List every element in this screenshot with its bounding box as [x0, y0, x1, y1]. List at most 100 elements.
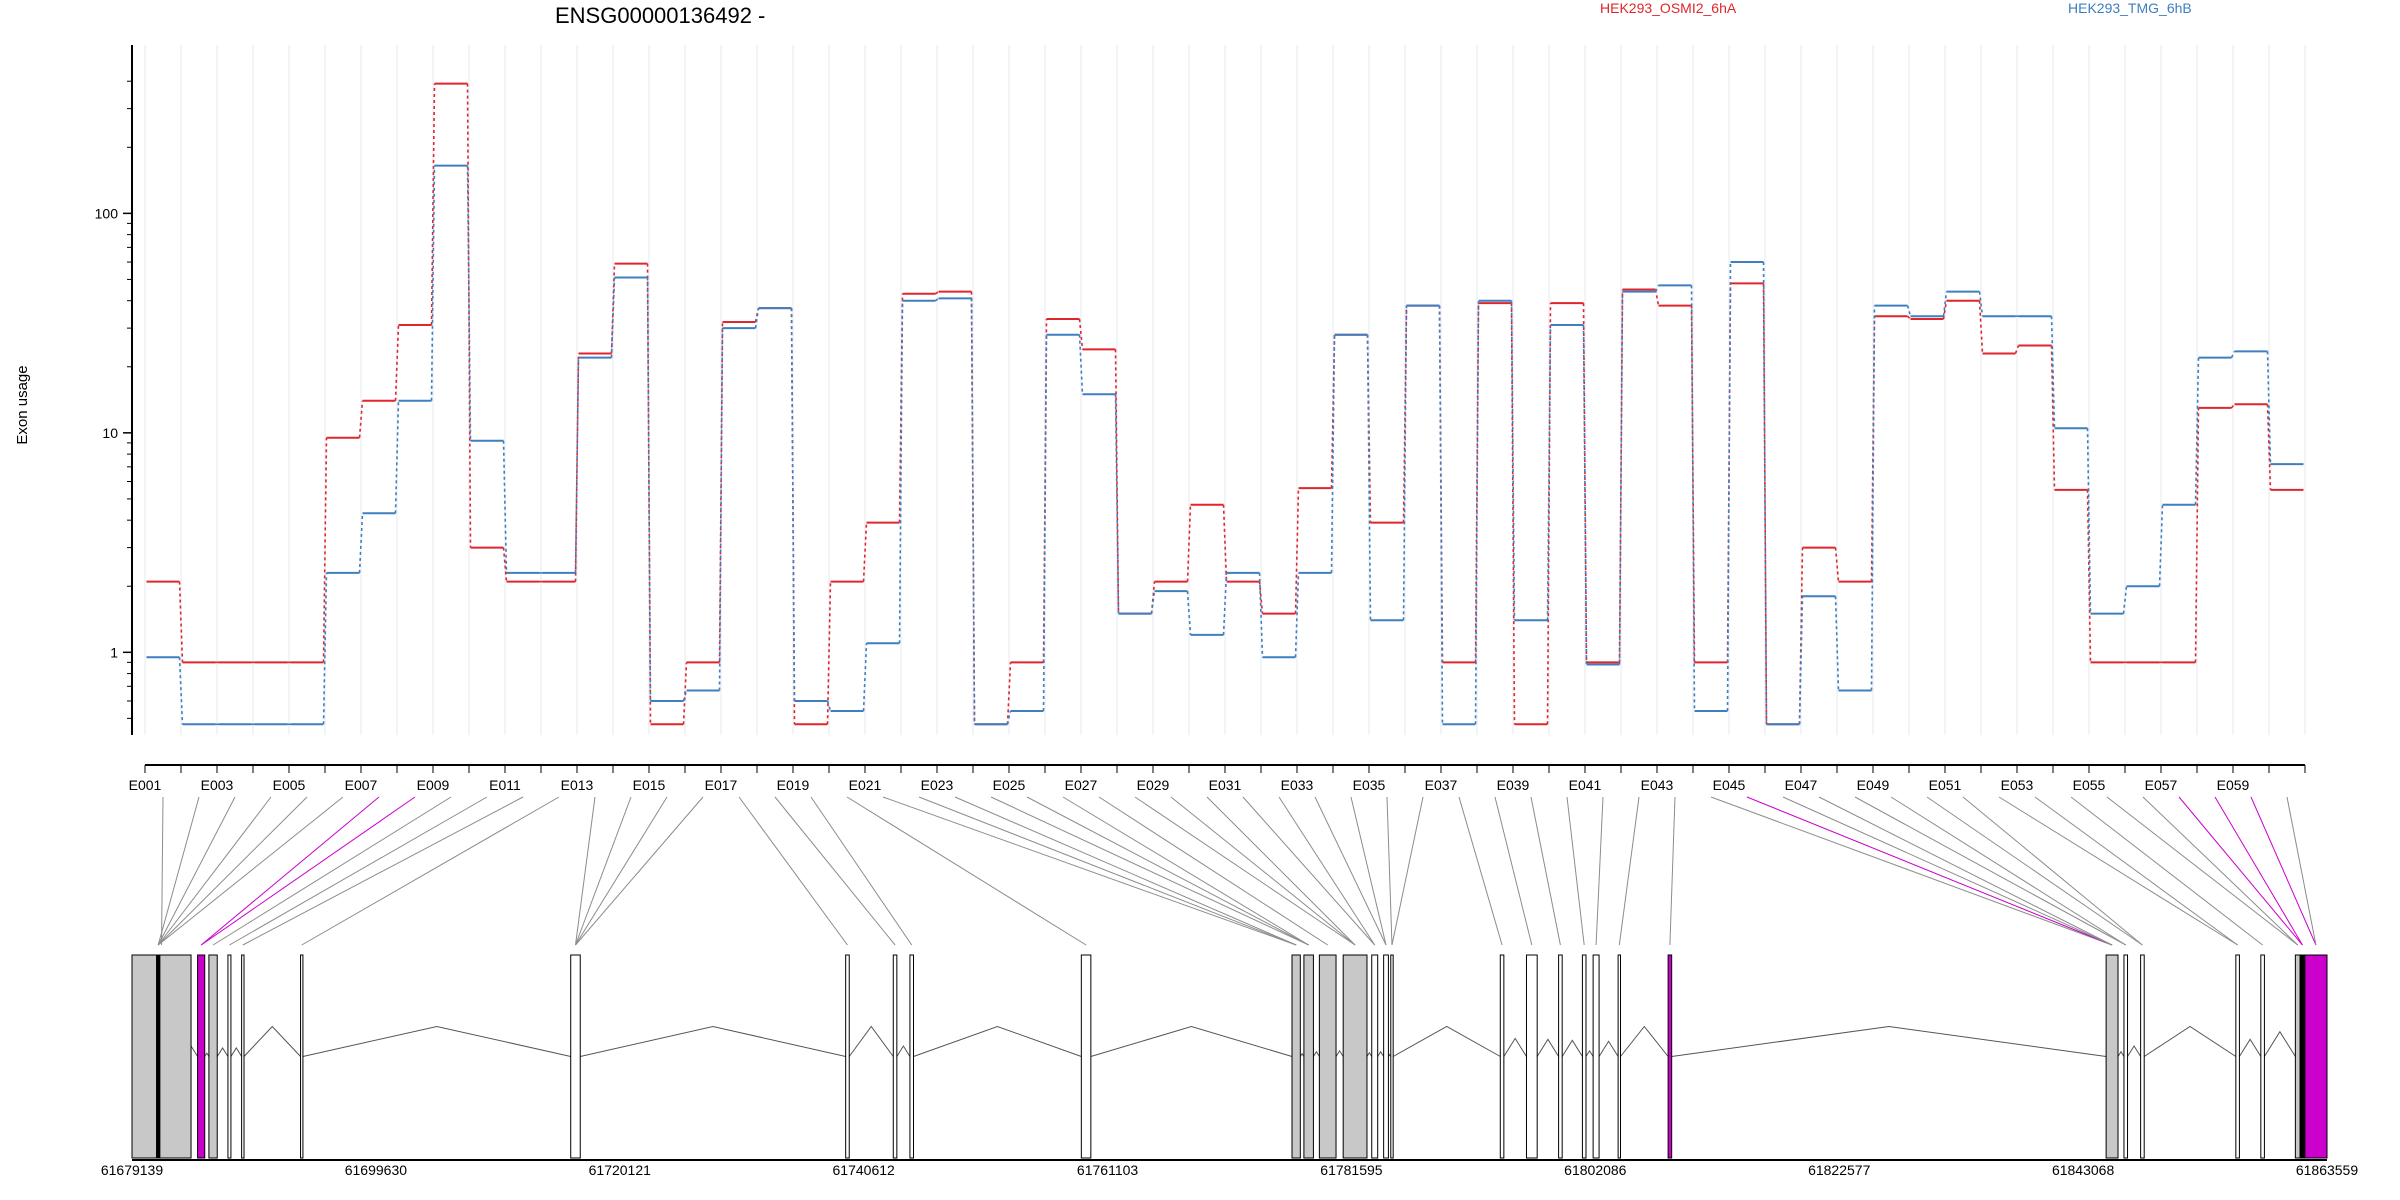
transition-segment: [322, 572, 328, 725]
intron-line: [580, 1025, 846, 1057]
exon-axis: E001 E003 E005 E007 E009 E011 E013 E015 E017 E019…: [129, 764, 2306, 793]
intron-line: [1598, 1040, 1619, 1057]
exon-label: E013: [561, 777, 594, 793]
exon-connector: [1710, 796, 2113, 946]
transition-segment: [1186, 591, 1192, 635]
intron-line: [1299, 1052, 1305, 1057]
exon-connector: [738, 796, 848, 946]
exon-connector: [575, 796, 668, 946]
transition-segment: [1258, 572, 1264, 658]
transition-segment: [394, 324, 400, 401]
transition-segment: [1042, 334, 1048, 712]
transition-segment: [430, 83, 436, 326]
transition-segment: [1330, 334, 1336, 573]
exon-block: [2260, 954, 2265, 1159]
intron-line: [1671, 1025, 2107, 1057]
intron-line: [1392, 1025, 1501, 1057]
exon-connector: [1998, 796, 2238, 946]
transition-segment: [862, 522, 868, 582]
exon-label: E029: [1137, 777, 1170, 793]
transition-segment: [1294, 572, 1300, 658]
exon-block: [1371, 954, 1379, 1159]
exon-connector: [1314, 796, 1387, 946]
transition-segment: [2086, 489, 2092, 663]
intron-line: [896, 1045, 911, 1057]
exon-label: E021: [849, 777, 882, 793]
exon-block: [197, 954, 206, 1159]
transition-segment: [1006, 662, 1012, 725]
exon-label: E027: [1065, 777, 1098, 793]
transition-segment: [466, 165, 472, 441]
transition-segment: [2230, 351, 2236, 359]
transition-segment: [1222, 572, 1228, 635]
series-0: [146, 82, 2304, 726]
genomic-coordinate-label: 61699630: [345, 1162, 408, 1178]
transition-segment: [1726, 262, 1732, 712]
exon-block: [2304, 954, 2328, 1159]
exon-label: E037: [1425, 777, 1458, 793]
transition-segment: [322, 437, 328, 663]
transition-segment: [1510, 300, 1516, 621]
legend-entry-series-b: HEK293_TMG_6hB: [2068, 0, 2192, 16]
exon-connector: [1530, 796, 1561, 946]
transition-segment: [466, 83, 472, 548]
exon-block: [570, 954, 581, 1159]
exon-connector: [846, 796, 1087, 946]
exon-label: E003: [201, 777, 234, 793]
exon-connector: [1818, 796, 2113, 946]
exon-block: [1617, 954, 1621, 1159]
transition-segment: [2014, 345, 2020, 354]
exon-block: [1558, 954, 1563, 1159]
intron-line: [243, 1025, 301, 1057]
transition-segment: [2194, 407, 2200, 663]
genomic-coordinate-label: 61863559: [2296, 1162, 2359, 1178]
exon-block: [1080, 954, 1092, 1159]
intron-line: [2127, 1045, 2142, 1057]
transition-segment: [610, 277, 616, 358]
intron-line: [1503, 1037, 1527, 1057]
exon-block: [300, 954, 304, 1159]
exon-connector: [1854, 796, 2126, 946]
transition-segment: [1510, 303, 1516, 725]
exon-label: E035: [1353, 777, 1386, 793]
exon-connector: [1391, 796, 1424, 946]
exon-block: [1291, 954, 1301, 1159]
exon-connector: [157, 796, 272, 946]
exon-connector: [1278, 796, 1376, 946]
exon-connector: [2034, 796, 2238, 946]
exon-connector: [2214, 796, 2303, 946]
intron-line: [230, 1046, 243, 1057]
y-axis-label: Exon usage: [14, 365, 31, 444]
transition-segment: [1222, 504, 1228, 582]
exon-connector: [1242, 796, 1376, 946]
exon-block: [156, 954, 161, 1159]
exon-connector: [157, 796, 200, 946]
exon-block: [909, 954, 915, 1159]
genomic-coordinate-label: 61761103: [1077, 1162, 1138, 1178]
exon-block: [241, 954, 245, 1159]
transition-segment: [1942, 291, 1948, 317]
exon-block: [1581, 954, 1587, 1159]
transition-segment: [1150, 581, 1156, 614]
transition-segment: [2230, 403, 2236, 409]
genomic-coordinate-label: 61679139: [101, 1162, 164, 1178]
exon-label: E007: [345, 777, 378, 793]
transition-segment: [1438, 305, 1444, 725]
exon-block: [1318, 954, 1337, 1159]
exon-connector: [1566, 796, 1585, 946]
transition-segment: [935, 297, 939, 302]
transition-segment: [2086, 428, 2092, 614]
exon-block: [1342, 954, 1368, 1159]
transition-segment: [970, 298, 976, 725]
exon-block: [2235, 954, 2240, 1159]
intron-line: [204, 1052, 210, 1057]
exon-connector: [1782, 796, 2113, 946]
exon-connector: [157, 796, 236, 946]
exon-connector: [200, 796, 380, 946]
transition-segment: [1618, 291, 1624, 665]
exon-block: [227, 954, 232, 1159]
intron-line: [1366, 1051, 1373, 1057]
exon-connector: [1098, 796, 1328, 946]
intron-line: [1585, 1049, 1594, 1057]
intron-line: [216, 1046, 229, 1057]
